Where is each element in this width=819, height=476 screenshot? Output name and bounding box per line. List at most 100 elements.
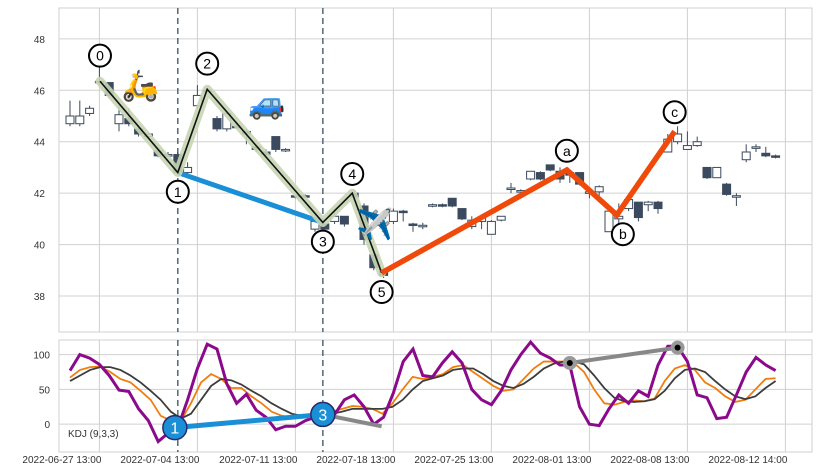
wave-label-circle (554, 138, 579, 163)
candle-body-down (545, 164, 555, 171)
candle (388, 208, 398, 224)
candle (771, 154, 781, 159)
candle (535, 171, 545, 181)
wave-label-text: 3 (319, 234, 327, 250)
kdj-wave-label-3: 3 (310, 401, 336, 428)
kdj-y-tick-label: 50 (39, 385, 51, 396)
wave-label-b: b (610, 222, 635, 247)
candle (673, 126, 683, 145)
candle-body-up (388, 210, 398, 222)
x-tick-label: 2022-07-11 13:00 (219, 455, 298, 466)
x-tick-label: 2022-08-12 14:00 (708, 455, 787, 466)
wave-1-3-trend-line (176, 170, 324, 225)
wave-label-circle (87, 43, 112, 68)
candle (65, 100, 75, 127)
candle (183, 162, 193, 176)
candle (408, 222, 418, 232)
wave-label-text: c (671, 104, 678, 120)
candle (702, 166, 712, 179)
kdj-y-tick-label: 0 (44, 420, 50, 431)
candle-body-up (731, 195, 741, 198)
candle (506, 182, 516, 194)
candle-body-up (496, 215, 506, 221)
kdj-wave-label-circle (310, 401, 336, 428)
candle (85, 105, 95, 116)
candle (271, 136, 281, 152)
candle-body-down (212, 118, 222, 130)
kdj-wave-label-circle (162, 414, 188, 441)
wave-label-text: 5 (378, 284, 386, 300)
wave-label-circle (369, 280, 394, 305)
candle (731, 193, 741, 206)
x-tick-label: 2022-07-04 13:00 (120, 455, 199, 466)
candle-body-down (702, 166, 712, 179)
candle (682, 131, 692, 150)
airplane-icon: ✈️ (356, 205, 393, 241)
candle-body-up (85, 107, 95, 114)
candle (722, 182, 732, 196)
wave-label-circle (310, 229, 335, 254)
candle-body-up (673, 133, 683, 143)
x-tick-label: 2022-07-25 13:00 (414, 455, 493, 466)
candle (212, 116, 222, 132)
wave-label-1: 1 (165, 179, 190, 204)
wave-label-4: 4 (340, 161, 365, 186)
wave-label-circle (662, 100, 687, 125)
wave-label-text: 4 (348, 166, 356, 182)
kdj-wave-label-text: 3 (318, 407, 327, 424)
candle-body-up (506, 187, 516, 190)
candle-body-down (447, 197, 457, 207)
candle (692, 136, 702, 147)
candle-body-down (398, 210, 408, 214)
kdj-wave-label-text: 1 (170, 421, 179, 438)
candle (75, 100, 85, 127)
x-tick-label: 2022-08-08 13:00 (610, 455, 689, 466)
candle (712, 166, 722, 179)
wave-label-text: 0 (96, 48, 104, 64)
x-tick-label: 2022-08-01 13:00 (512, 455, 591, 466)
x-tick-label: 2022-06-27 13:00 (22, 455, 101, 466)
kdj-wave-1-3-line (174, 411, 324, 431)
candle-body-down (437, 204, 447, 207)
candle (751, 144, 761, 152)
candle-body-up (692, 141, 702, 147)
wave-label-c: c (662, 100, 687, 125)
candle-body-down (535, 172, 545, 180)
candle-body-down (633, 201, 643, 219)
candle-body-up (75, 115, 85, 125)
x-tick-label: 2022-07-18 13:00 (316, 455, 395, 466)
price-y-tick-label: 40 (34, 241, 46, 252)
wave-label-text: b (619, 226, 627, 242)
candle-body-up (604, 210, 614, 233)
kdj-line-j (68, 339, 777, 444)
candle (447, 197, 457, 208)
candle (653, 200, 663, 214)
price-panel: 38 40 42 44 46 48 🛵 🚙 ✈️ 0 1 2 3 4 5 a b c (34, 7, 813, 333)
wave-label-text: 2 (203, 56, 211, 72)
candle-body-down (457, 208, 467, 220)
candle (457, 208, 467, 221)
candle-body-up (183, 166, 193, 174)
wave-label-0: 0 (87, 43, 112, 68)
price-y-tick-label: 42 (34, 189, 46, 200)
candle (545, 164, 555, 172)
candle (486, 220, 496, 235)
kdj-wave-label-1: 1 (162, 414, 188, 441)
wave-label-circle (340, 161, 365, 186)
wave-label-text: 1 (174, 184, 182, 200)
wave-label-3: 3 (310, 229, 335, 254)
candle-body-up (486, 220, 496, 235)
candle-body-down (771, 155, 781, 158)
candle-body-down (271, 136, 281, 150)
candle-body-down (722, 183, 732, 195)
kdj-line-k (69, 360, 776, 422)
wave-label-2: 2 (195, 51, 220, 76)
wave-label-text: a (563, 143, 571, 159)
candle-body-down (653, 201, 663, 210)
wave-label-circle (610, 222, 635, 247)
price-y-tick-label: 44 (34, 138, 46, 149)
candle (339, 215, 349, 227)
candle-body-up (418, 224, 428, 228)
candle (418, 222, 428, 230)
